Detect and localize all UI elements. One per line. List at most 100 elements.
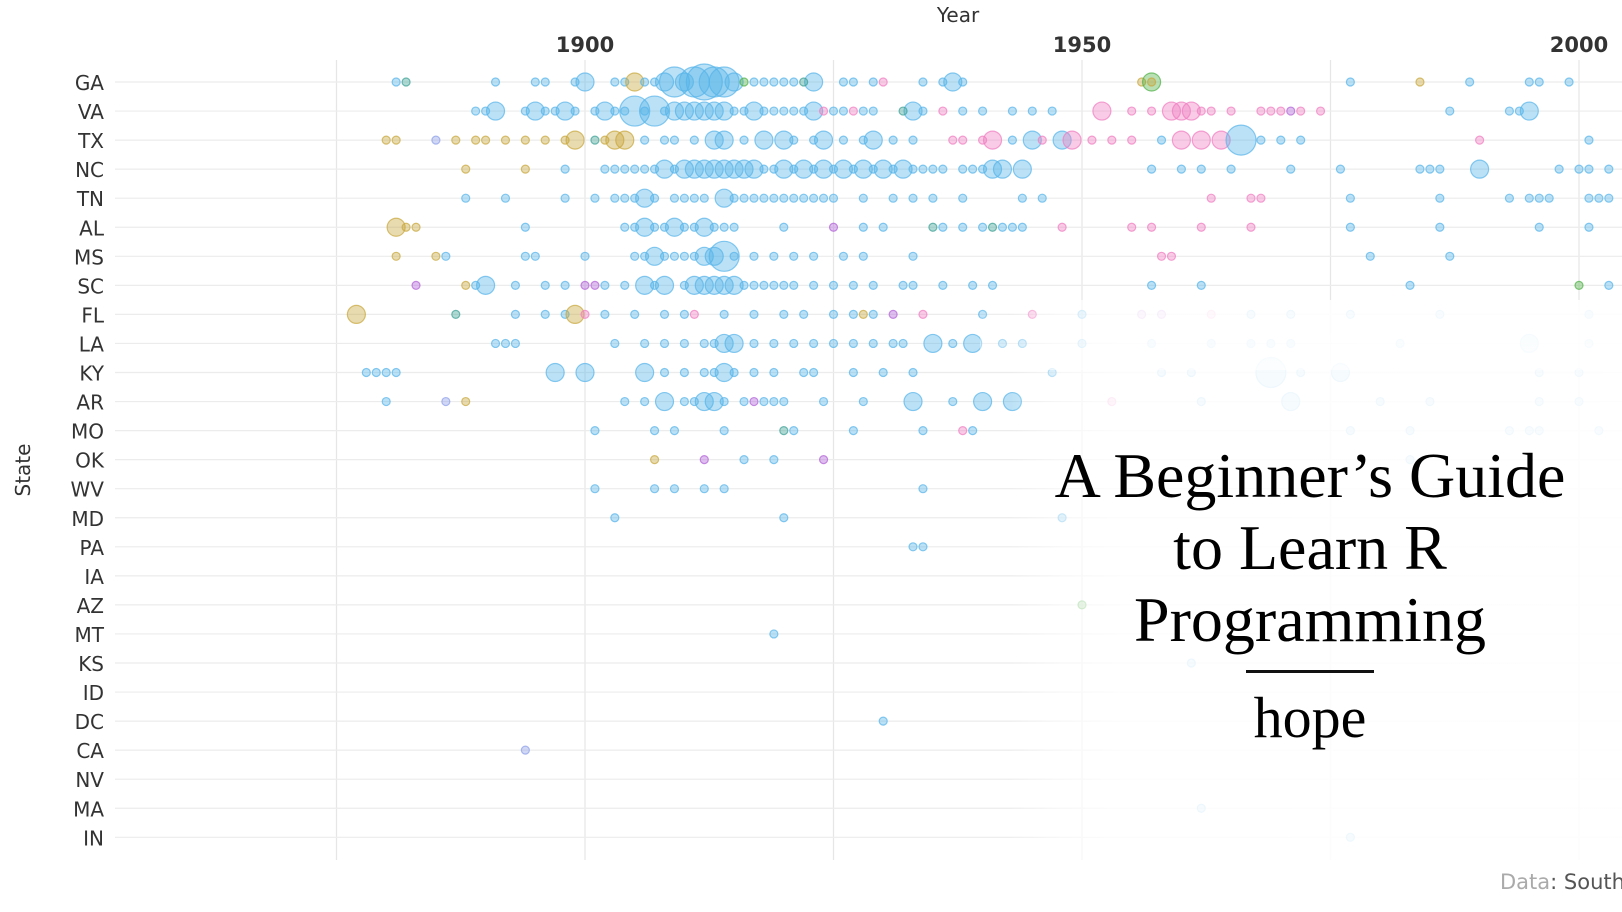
data-point: [1514, 106, 1524, 116]
data-point: [1037, 135, 1047, 145]
data-point: [500, 338, 511, 349]
data-point: [510, 309, 521, 319]
data-point: [565, 130, 585, 150]
data-point: [600, 135, 610, 145]
data-point: [525, 101, 545, 121]
data-point: [555, 101, 575, 121]
data-point: [699, 484, 709, 494]
data-point: [620, 193, 630, 203]
data-point: [1146, 106, 1157, 116]
data-point: [1196, 280, 1206, 290]
data-point: [684, 275, 704, 295]
data-point: [769, 338, 779, 349]
data-point: [888, 338, 898, 349]
data-point: [958, 106, 968, 116]
data-point: [948, 338, 958, 349]
data-point: [863, 130, 883, 150]
data-point: [540, 77, 550, 87]
data-point: [1256, 193, 1266, 203]
data-point: [918, 426, 928, 436]
data-point: [848, 338, 858, 349]
data-point: [729, 222, 739, 232]
data-point: [1286, 164, 1296, 174]
data-point: [749, 309, 759, 319]
title-line-3: Programming: [1134, 584, 1486, 655]
data-point: [948, 135, 958, 145]
data-point: [1584, 164, 1594, 174]
data-point: [858, 309, 868, 319]
data-point: [749, 251, 759, 261]
data-point: [888, 164, 898, 174]
data-point: [699, 193, 709, 203]
data-point: [1465, 77, 1475, 87]
data-point: [968, 164, 978, 174]
data-point: [1107, 135, 1117, 145]
data-point: [630, 309, 640, 319]
data-point: [669, 193, 680, 203]
state-label: DC: [75, 710, 104, 734]
data-point: [799, 193, 809, 203]
data-point: [485, 101, 506, 121]
data-point: [1534, 222, 1544, 232]
data-point: [774, 159, 794, 179]
data-point: [1469, 159, 1490, 179]
data-point: [858, 251, 868, 261]
data-point: [1524, 193, 1534, 203]
data-point: [1146, 77, 1157, 87]
data-point: [729, 106, 739, 116]
data-point: [1296, 106, 1306, 116]
data-point: [625, 72, 645, 92]
data-point: [540, 106, 550, 116]
data-point: [739, 455, 749, 465]
data-point: [918, 309, 928, 319]
data-point: [560, 280, 570, 290]
data-point: [1564, 77, 1574, 87]
data-point: [620, 222, 630, 232]
data-point: [635, 217, 655, 237]
data-point: [754, 130, 774, 150]
data-point: [580, 309, 590, 319]
data-point: [540, 135, 550, 145]
data-point: [570, 106, 580, 116]
data-point: [888, 193, 898, 203]
data-point: [1276, 135, 1286, 145]
data-point: [1445, 251, 1455, 261]
title-line-1: A Beginner’s Guide: [1054, 440, 1566, 511]
data-point: [490, 338, 501, 349]
data-point: [769, 193, 779, 203]
data-point: [868, 309, 878, 319]
data-point: [779, 396, 789, 407]
state-label: AZ: [77, 594, 104, 618]
data-point: [1435, 164, 1445, 174]
data-point: [1415, 164, 1425, 174]
data-point: [888, 309, 898, 319]
data-point: [1335, 164, 1346, 174]
data-point: [1574, 164, 1584, 174]
data-point: [918, 542, 928, 552]
data-point: [1286, 106, 1296, 116]
data-point: [749, 396, 759, 407]
data-point: [804, 72, 824, 92]
data-point: [590, 106, 600, 116]
data-point: [769, 280, 779, 290]
data-point: [744, 159, 764, 179]
data-point: [441, 251, 451, 261]
title-card: A Beginner’s Guide to Learn R Programmin…: [1030, 440, 1590, 749]
data-point: [684, 159, 704, 179]
data-point: [958, 222, 968, 232]
data-point: [714, 362, 734, 383]
x-tick-label: 1900: [556, 33, 614, 57]
state-label: WV: [71, 478, 105, 502]
caption-prefix: Data: [1500, 870, 1551, 894]
state-label: MT: [75, 623, 105, 647]
data-point: [411, 280, 421, 290]
data-point: [809, 193, 819, 203]
data-point: [1007, 222, 1018, 232]
data-point: [858, 106, 868, 116]
data-point: [674, 101, 695, 121]
data-point: [908, 251, 918, 261]
data-point: [704, 275, 724, 295]
data-point: [809, 338, 819, 349]
data-point: [848, 280, 858, 290]
data-point: [490, 77, 501, 87]
